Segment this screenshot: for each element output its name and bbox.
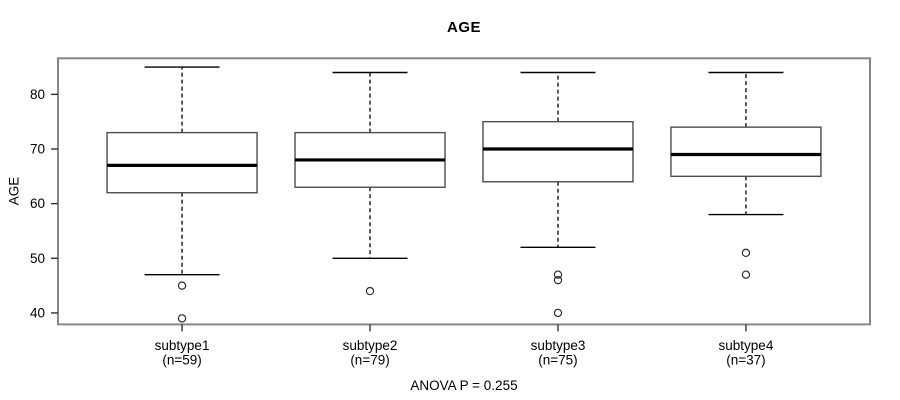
outlier-point: [553, 270, 563, 279]
y-tick-label: 50: [30, 251, 45, 266]
outlier-point: [553, 275, 563, 285]
x-tick-label: subtype3: [531, 338, 586, 353]
x-tick-label: subtype4: [719, 338, 774, 353]
box-rect: [670, 126, 822, 178]
chart-title: AGE: [446, 19, 481, 36]
x-tick-sublabel: (n=75): [538, 353, 577, 368]
box-rect: [106, 131, 258, 194]
y-tick-label: 80: [30, 87, 45, 102]
x-tick-sublabel: (n=79): [350, 353, 389, 368]
boxplot-group-subtype2: subtype2(n=79): [294, 71, 446, 368]
x-tick-label: subtype2: [343, 338, 398, 353]
x-tick-sublabel: (n=37): [726, 353, 765, 368]
anova-annotation: ANOVA P = 0.255: [410, 378, 518, 393]
outlier-point: [553, 308, 563, 318]
outlier-point: [177, 281, 187, 290]
boxplot-group-subtype4: subtype4(n=37): [670, 71, 822, 368]
boxplot-group-subtype3: subtype3(n=75): [482, 71, 634, 368]
outlier-point: [177, 314, 187, 323]
x-tick-sublabel: (n=59): [162, 353, 201, 368]
outlier-point: [365, 286, 375, 296]
box-rect: [482, 120, 634, 183]
outlier-point: [741, 248, 751, 258]
boxplot-group-subtype1: subtype1(n=59): [106, 66, 258, 368]
outlier-point: [741, 270, 751, 279]
y-tick-label: 60: [30, 196, 45, 211]
y-tick-label: 70: [30, 142, 45, 157]
plot-frame: [57, 57, 871, 326]
y-tick-label: 40: [30, 305, 45, 320]
x-tick-label: subtype1: [155, 338, 210, 353]
